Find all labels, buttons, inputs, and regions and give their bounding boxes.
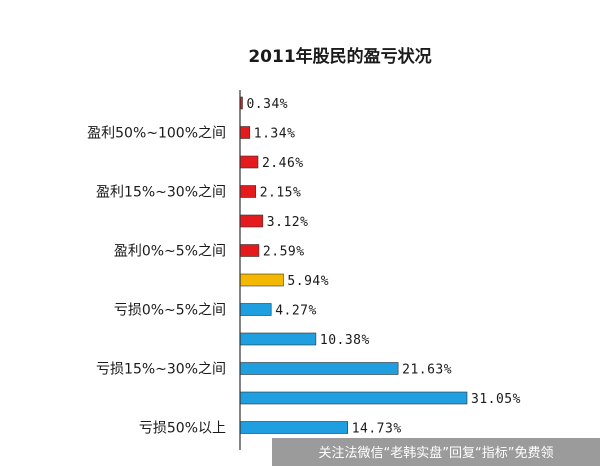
bar-7 <box>239 303 272 316</box>
category-label-5: 盈利0%~5%之间 <box>114 244 226 260</box>
category-label-1: 盈利50%~100%之间 <box>87 126 226 142</box>
bar-11 <box>239 421 348 434</box>
bars-group <box>239 96 468 434</box>
category-labels-group: 盈利50%~100%之间盈利15%~30%之间盈利0%~5%之间亏损0%~5%之… <box>87 126 226 437</box>
value-label-0: 0.34% <box>246 97 288 112</box>
watermark: 关注法微信“老韩实盘”回复“指标”免费领 <box>272 438 600 466</box>
value-label-7: 4.27% <box>275 304 317 319</box>
value-label-10: 31.05% <box>471 392 521 407</box>
value-label-4: 3.12% <box>267 215 309 230</box>
value-label-5: 2.59% <box>263 245 305 260</box>
bar-5 <box>239 244 260 257</box>
chart-title: 2011年股民的盈亏状况 <box>248 46 431 67</box>
value-label-3: 2.15% <box>260 186 302 201</box>
watermark-background <box>272 438 600 466</box>
bar-9 <box>239 362 399 375</box>
bar-6 <box>239 273 284 287</box>
bar-3 <box>239 185 257 198</box>
watermark-text: 关注法微信“老韩实盘”回复“指标”免费领 <box>319 445 554 461</box>
bar-10 <box>239 391 468 405</box>
category-label-3: 盈利15%~30%之间 <box>96 185 226 201</box>
bar-4 <box>239 214 264 228</box>
category-label-11: 亏损50%以上 <box>139 421 226 437</box>
bar-8 <box>239 332 317 346</box>
value-label-11: 14.73% <box>352 422 402 437</box>
value-label-6: 5.94% <box>287 274 329 289</box>
bar-1 <box>239 126 251 139</box>
category-label-9: 亏损15%~30%之间 <box>96 362 226 378</box>
value-label-8: 10.38% <box>320 333 370 348</box>
category-label-7: 亏损0%~5%之间 <box>114 303 226 319</box>
bar-2 <box>239 155 259 169</box>
value-label-1: 1.34% <box>254 127 296 142</box>
value-labels-group: 0.34% 1.34% 2.46% 2.15% 3.12% 2.59% 5.94% 4.27%… <box>246 97 520 437</box>
value-label-2: 2.46% <box>262 156 304 171</box>
value-label-9: 21.63% <box>402 363 452 378</box>
